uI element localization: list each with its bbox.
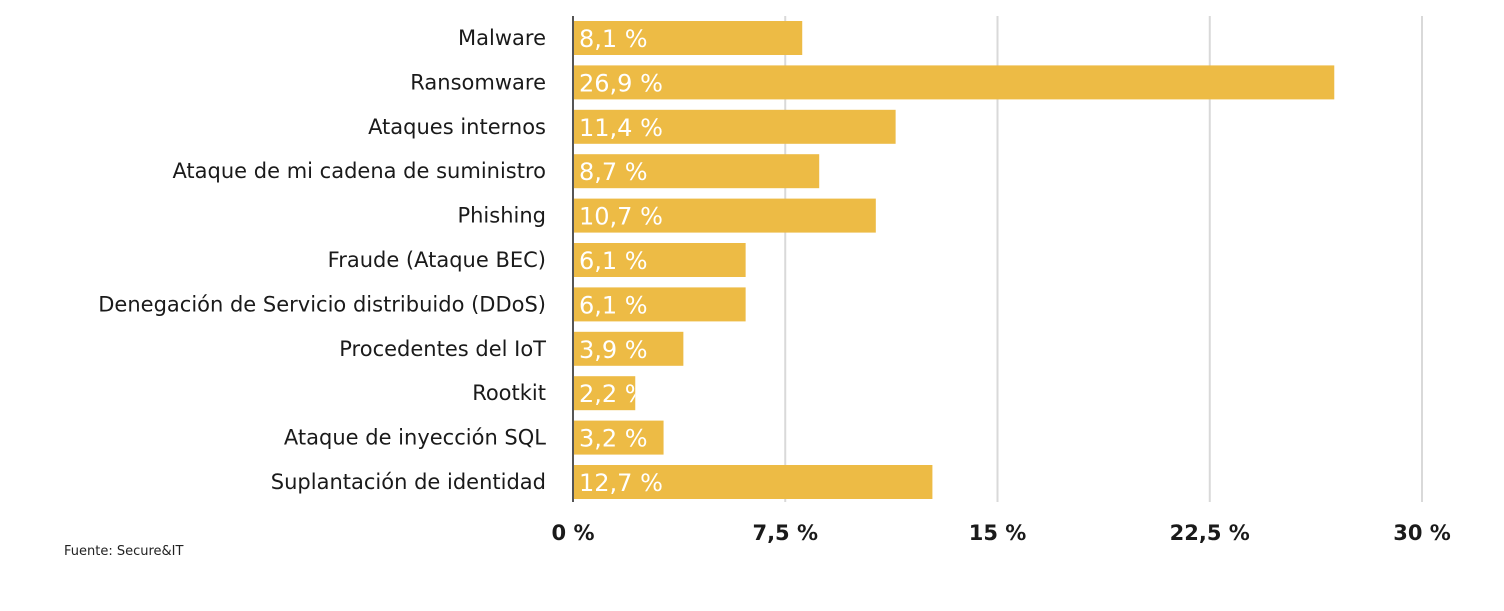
category-labels: Malware Ransomware Ataques internos Ataque … — [98, 26, 546, 494]
x-tick-label: 0 % — [552, 521, 595, 545]
source-note: Fuente: Secure&IT — [64, 544, 184, 559]
x-tick-label: 15 % — [969, 521, 1027, 545]
value-label: 10,7 % — [579, 203, 663, 231]
bar — [573, 154, 820, 189]
x-tick-label: 30 % — [1393, 521, 1451, 545]
value-label: 6,1 % — [579, 247, 648, 275]
value-label: 26,9 % — [579, 69, 663, 97]
value-labels: 8,1 % 26,9 % 11,4 % 8,7 % 10,7 % 6,1 % 6,1 % 3,… — [579, 25, 663, 497]
value-label: 2,2 % — [579, 380, 648, 408]
bars — [573, 21, 1335, 499]
category-label: Phishing — [457, 204, 546, 228]
bar — [573, 109, 896, 144]
value-label: 6,1 % — [579, 291, 648, 319]
bar — [573, 465, 933, 499]
bar — [573, 287, 746, 322]
category-label: Malware — [458, 26, 546, 50]
bar — [573, 420, 664, 455]
value-label: 8,1 % — [579, 25, 648, 53]
value-label: 11,4 % — [579, 114, 663, 142]
category-label: Ataque de inyección SQL — [284, 426, 546, 450]
bar — [573, 376, 636, 411]
bar — [573, 21, 803, 55]
value-label: 3,9 % — [579, 336, 648, 364]
value-label: 12,7 % — [579, 469, 663, 497]
value-label: 8,7 % — [579, 158, 648, 186]
category-label: Ataque de mi cadena de suministro — [172, 159, 546, 183]
value-label: 3,2 % — [579, 425, 648, 453]
category-label: Rootkit — [472, 381, 546, 405]
category-label: Suplantación de identidad — [271, 470, 546, 494]
bar — [573, 243, 746, 277]
category-label: Denegación de Servicio distribuido (DDoS… — [98, 292, 546, 316]
category-label: Procedentes del IoT — [339, 337, 546, 361]
x-axis-ticks: 0 % 7,5 % 15 % 22,5 % 30 % — [552, 521, 1451, 545]
category-label: Ataques internos — [368, 115, 546, 139]
x-tick-label: 22,5 % — [1170, 521, 1250, 545]
category-label: Ransomware — [410, 70, 546, 94]
bar — [573, 65, 1335, 100]
x-tick-label: 7,5 % — [752, 521, 818, 545]
category-label: Fraude (Ataque BEC) — [328, 248, 546, 272]
bar — [573, 331, 684, 366]
bar — [573, 198, 876, 233]
